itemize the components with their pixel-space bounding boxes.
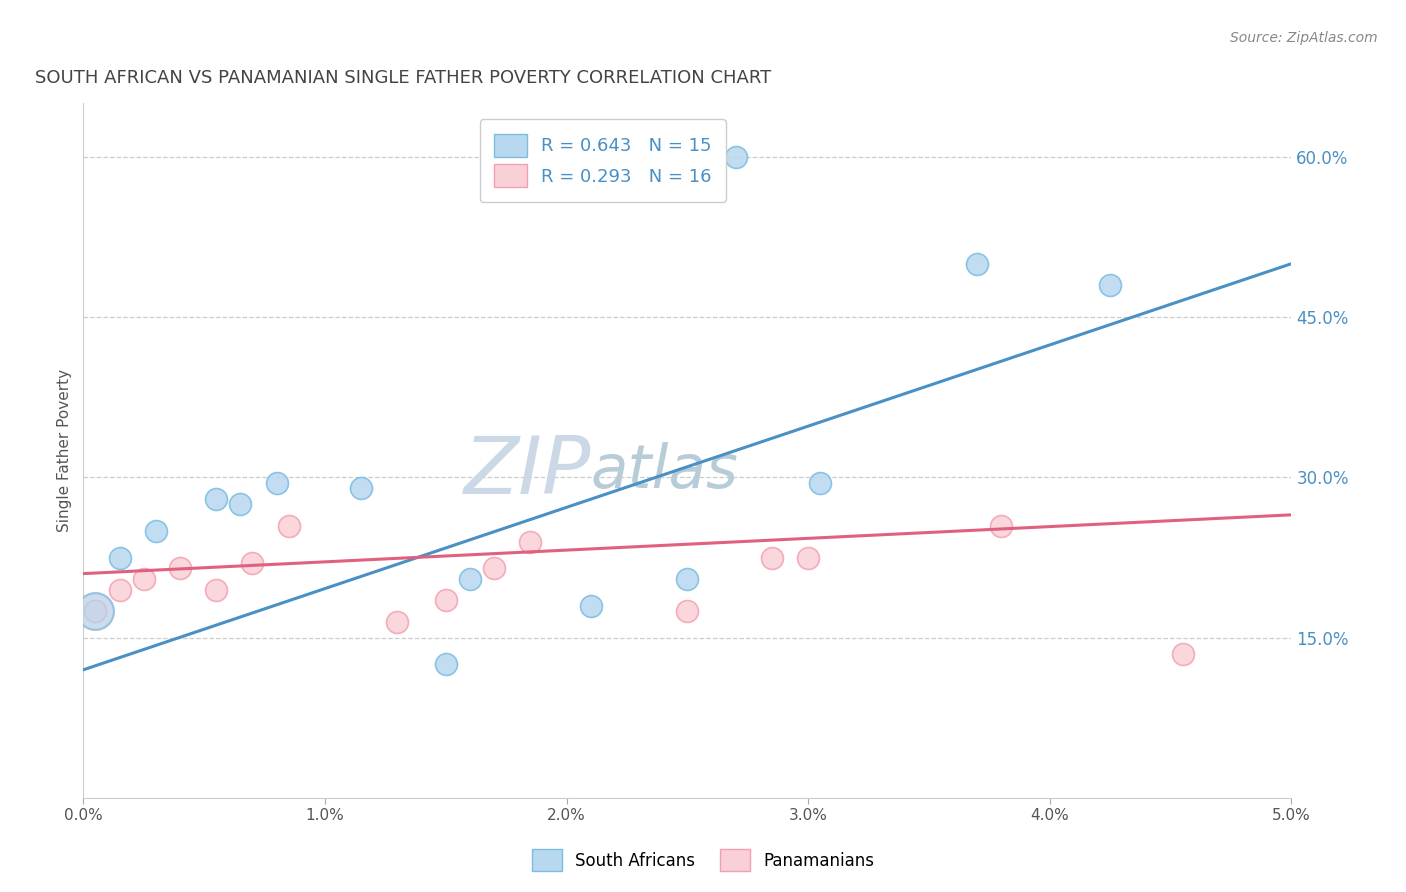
Point bbox=[84, 604, 107, 618]
Legend: South Africans, Panamanians: South Africans, Panamanians bbox=[523, 841, 883, 880]
Text: atlas: atlas bbox=[591, 442, 738, 501]
Y-axis label: Single Father Poverty: Single Father Poverty bbox=[58, 369, 72, 533]
Point bbox=[108, 550, 131, 565]
Point bbox=[350, 481, 373, 495]
Point bbox=[242, 556, 264, 570]
Point bbox=[808, 475, 831, 490]
Point bbox=[1099, 278, 1122, 293]
Point bbox=[205, 491, 228, 506]
Point bbox=[434, 593, 457, 607]
Point bbox=[519, 534, 541, 549]
Text: ZIP: ZIP bbox=[464, 433, 591, 510]
Point bbox=[84, 604, 107, 618]
Point bbox=[482, 561, 505, 575]
Point bbox=[761, 550, 783, 565]
Point bbox=[676, 604, 699, 618]
Point bbox=[145, 524, 167, 538]
Text: Source: ZipAtlas.com: Source: ZipAtlas.com bbox=[1230, 31, 1378, 45]
Point bbox=[84, 604, 107, 618]
Point bbox=[579, 599, 602, 613]
Point bbox=[990, 518, 1012, 533]
Point bbox=[676, 572, 699, 586]
Point bbox=[266, 475, 288, 490]
Point bbox=[277, 518, 299, 533]
Legend: R = 0.643   N = 15, R = 0.293   N = 16: R = 0.643 N = 15, R = 0.293 N = 16 bbox=[479, 120, 725, 202]
Point bbox=[132, 572, 155, 586]
Point bbox=[966, 257, 988, 271]
Point bbox=[229, 497, 252, 511]
Point bbox=[724, 150, 747, 164]
Point bbox=[797, 550, 820, 565]
Point bbox=[169, 561, 191, 575]
Point bbox=[205, 582, 228, 597]
Text: SOUTH AFRICAN VS PANAMANIAN SINGLE FATHER POVERTY CORRELATION CHART: SOUTH AFRICAN VS PANAMANIAN SINGLE FATHE… bbox=[35, 69, 772, 87]
Point bbox=[108, 582, 131, 597]
Point bbox=[434, 657, 457, 672]
Point bbox=[1171, 647, 1194, 661]
Point bbox=[387, 615, 409, 629]
Point bbox=[458, 572, 481, 586]
Point bbox=[84, 604, 107, 618]
